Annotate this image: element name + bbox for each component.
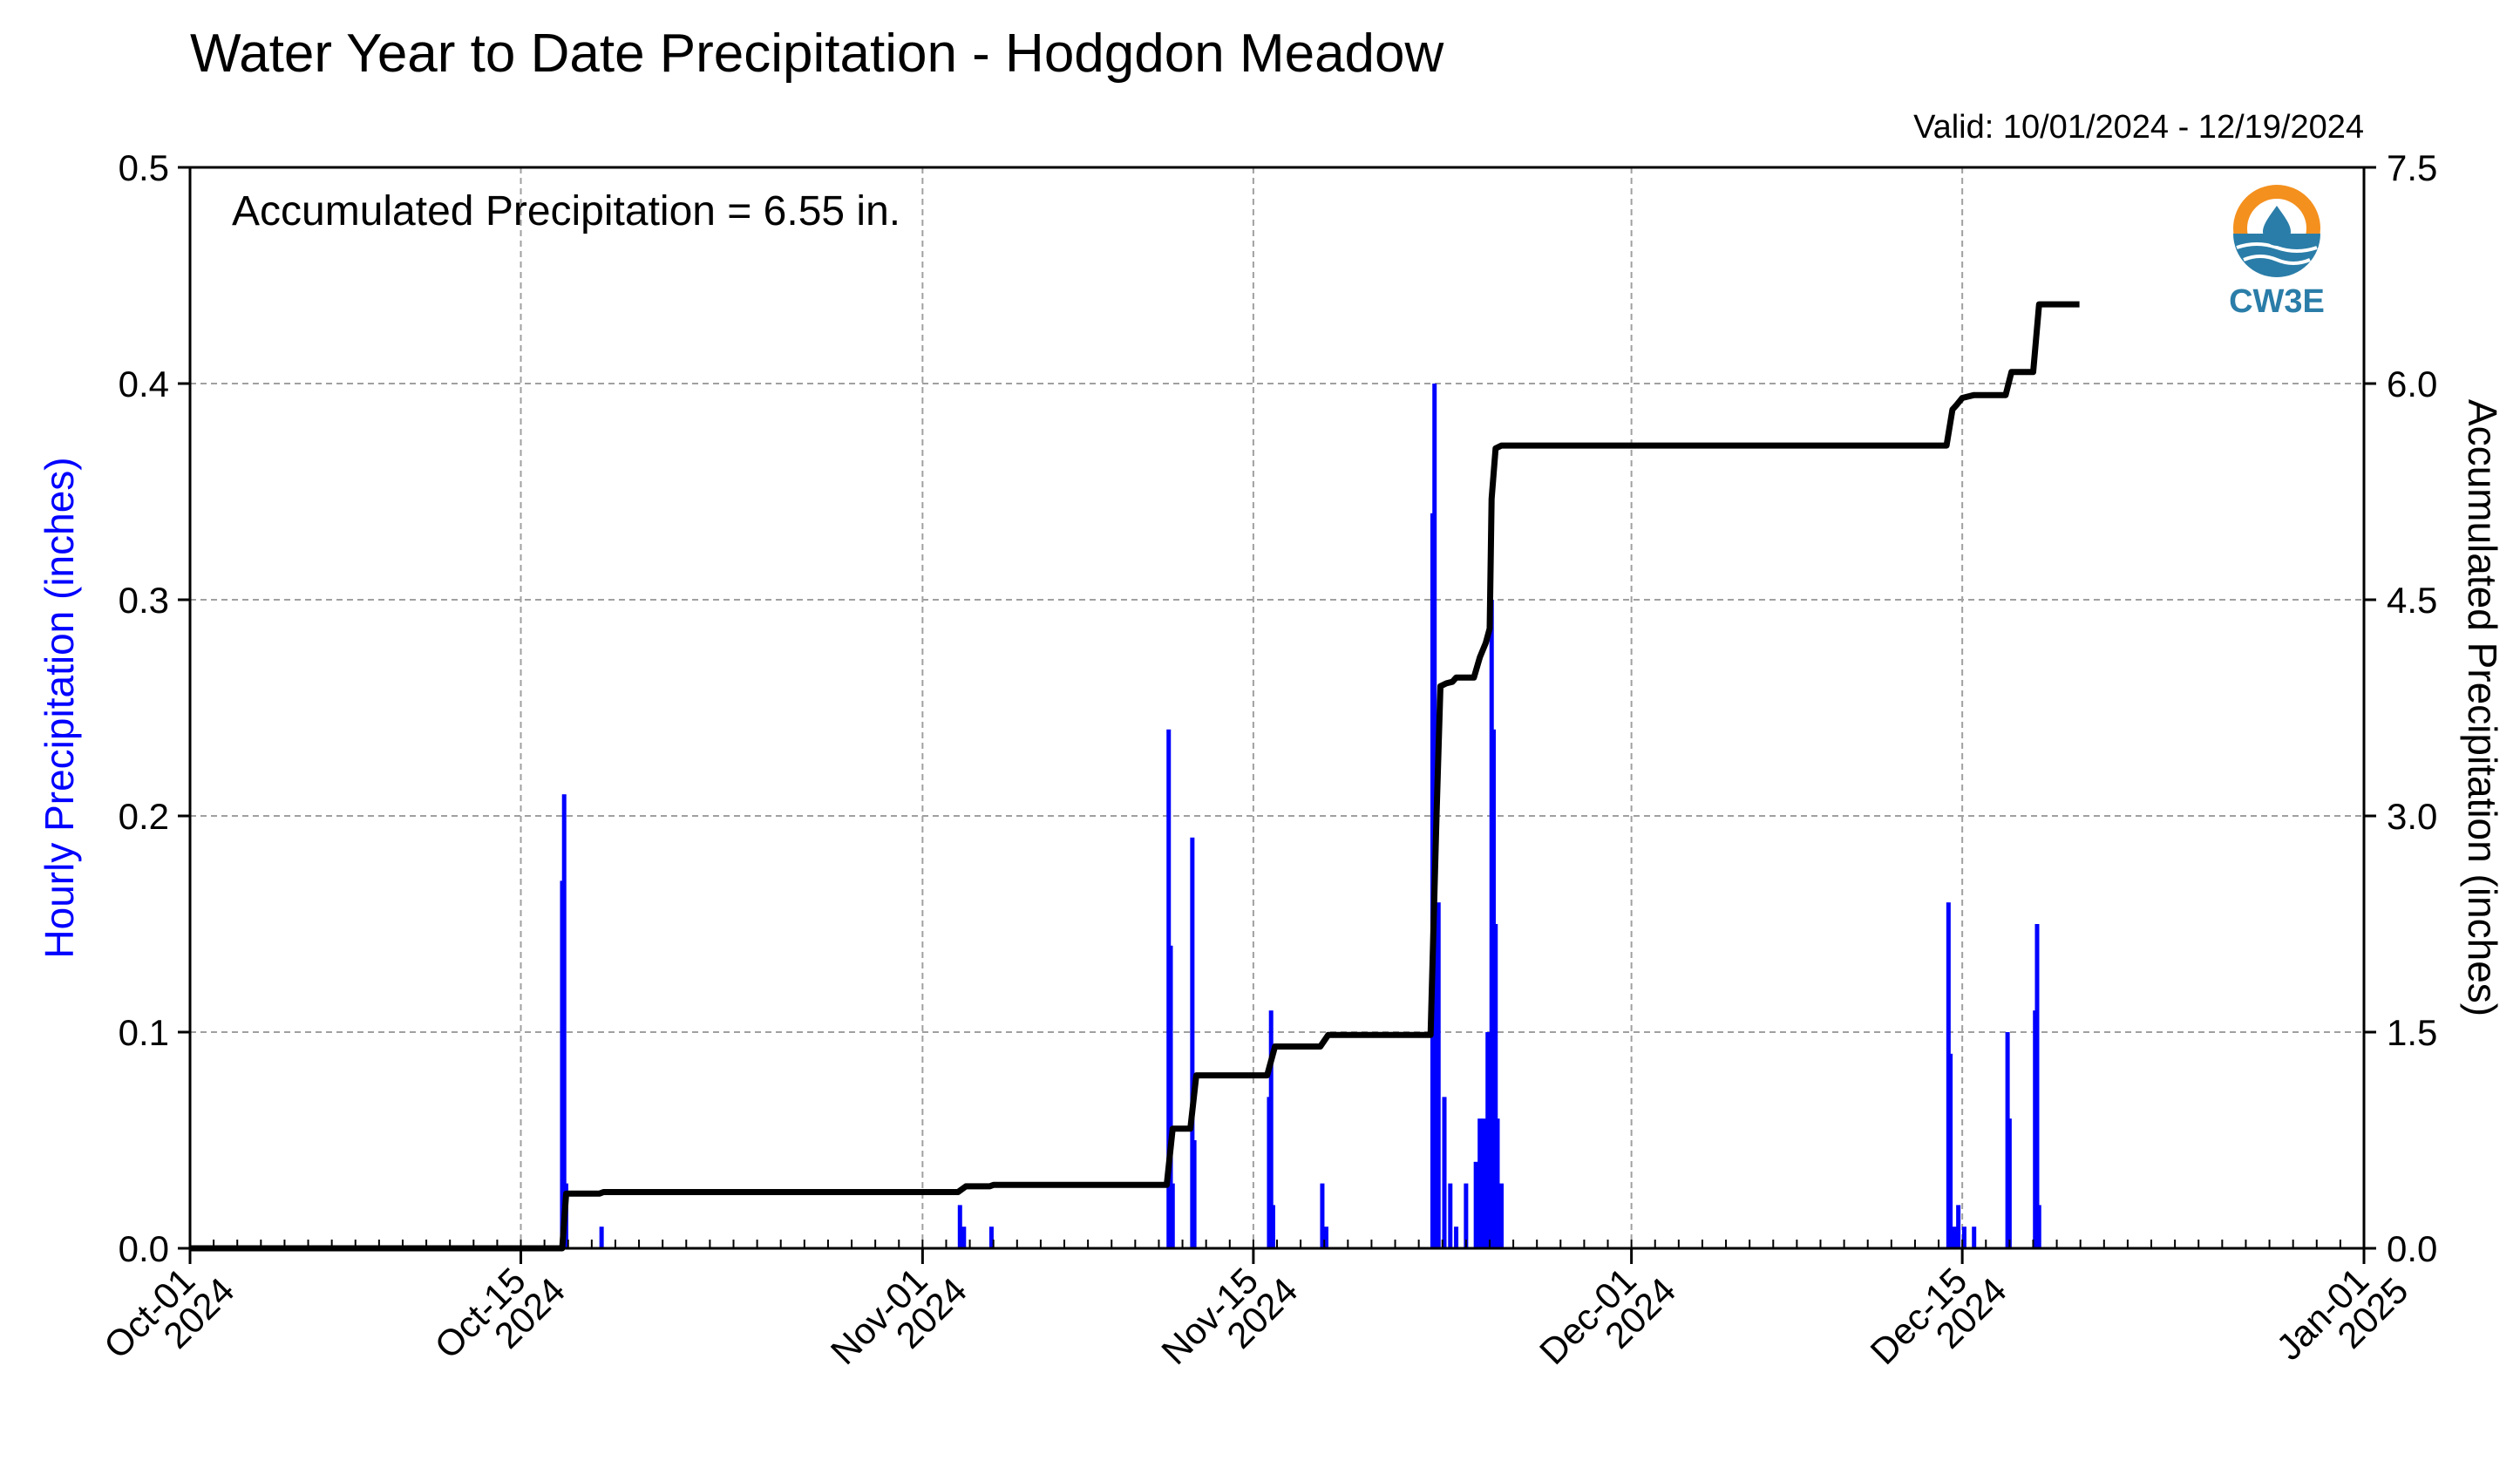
precip-bar [1485, 1032, 1491, 1248]
precip-bar [2036, 1205, 2041, 1248]
precip-bar [1464, 1183, 1469, 1248]
left-y-tick-label: 0.2 [119, 796, 169, 837]
precip-bar [2007, 1118, 2012, 1248]
precip-bar [1192, 1140, 1197, 1248]
cw3e-logo: CW3E [2229, 185, 2325, 320]
right-y-tick-label: 7.5 [2387, 147, 2437, 188]
precip-bar [599, 1227, 604, 1248]
left-y-tick-label: 0.5 [119, 147, 169, 188]
left-y-tick-label: 0.3 [119, 580, 169, 621]
left-y-tick-label: 0.1 [119, 1012, 169, 1053]
grid-lines [190, 167, 2364, 1248]
left-axis-label: Hourly Precipitation (inches) [37, 457, 82, 958]
right-y-tick-label: 6.0 [2387, 364, 2437, 404]
logo-wave-line-2 [2243, 255, 2311, 265]
precip-bar [1473, 1161, 1478, 1248]
precip-bar [961, 1227, 967, 1248]
precip-bar [561, 794, 567, 1248]
precip-bar [1190, 837, 1195, 1248]
left-y-tick-label: 0.0 [119, 1228, 169, 1269]
right-y-axis: 0.0 1.5 3.0 4.5 6.0 7.5 [2364, 147, 2437, 1269]
precip-bar [1481, 1118, 1486, 1248]
precip-bar [1454, 1227, 1459, 1248]
precip-bar [1972, 1227, 1977, 1248]
precip-bar [1448, 1183, 1453, 1248]
left-y-tick-label: 0.4 [119, 364, 169, 404]
left-y-axis: 0.0 0.1 0.2 0.3 0.4 0.5 [119, 147, 190, 1269]
accumulated-total-annotation: Accumulated Precipitation = 6.55 in. [232, 188, 900, 234]
right-axis-label: Accumulated Precipitation (inches) [2460, 399, 2505, 1016]
precip-bar [988, 1227, 994, 1248]
precip-bar [1956, 1205, 1961, 1248]
raindrop-icon [2263, 206, 2291, 246]
precip-bar [957, 1205, 962, 1248]
precip-bar [1499, 1183, 1505, 1248]
right-y-tick-label: 3.0 [2387, 796, 2437, 837]
precip-bar [1442, 1097, 1447, 1248]
precip-bar [1270, 1205, 1275, 1248]
precip-bar [1948, 1053, 1953, 1248]
logo-wave-line-1 [2236, 242, 2318, 253]
accumulated-precipitation-series [190, 301, 2080, 1252]
right-y-tick-label: 0.0 [2387, 1228, 2437, 1269]
valid-date-range: Valid: 10/01/2024 - 12/19/2024 [1913, 109, 2364, 146]
precip-bar [1477, 1118, 1483, 1248]
right-y-tick-label: 1.5 [2387, 1012, 2437, 1053]
precip-bar [2034, 924, 2040, 1248]
precip-bar [1436, 902, 1441, 1248]
precip-bar [1495, 1118, 1500, 1248]
precip-bar [1170, 1183, 1175, 1248]
logo-text: CW3E [2229, 283, 2325, 320]
precip-bar [1268, 1010, 1274, 1248]
chart-title: Water Year to Date Precipitation - Hodgd… [190, 24, 1444, 84]
precip-bar [1168, 945, 1173, 1248]
precip-bar [1323, 1227, 1328, 1248]
right-y-tick-label: 4.5 [2387, 580, 2437, 621]
precip-bar [1493, 924, 1498, 1248]
precip-bar [1952, 1227, 1957, 1248]
accumulated-precip-line [190, 301, 2080, 1252]
precip-bar [1320, 1183, 1325, 1248]
precip-bar [1961, 1227, 1966, 1248]
